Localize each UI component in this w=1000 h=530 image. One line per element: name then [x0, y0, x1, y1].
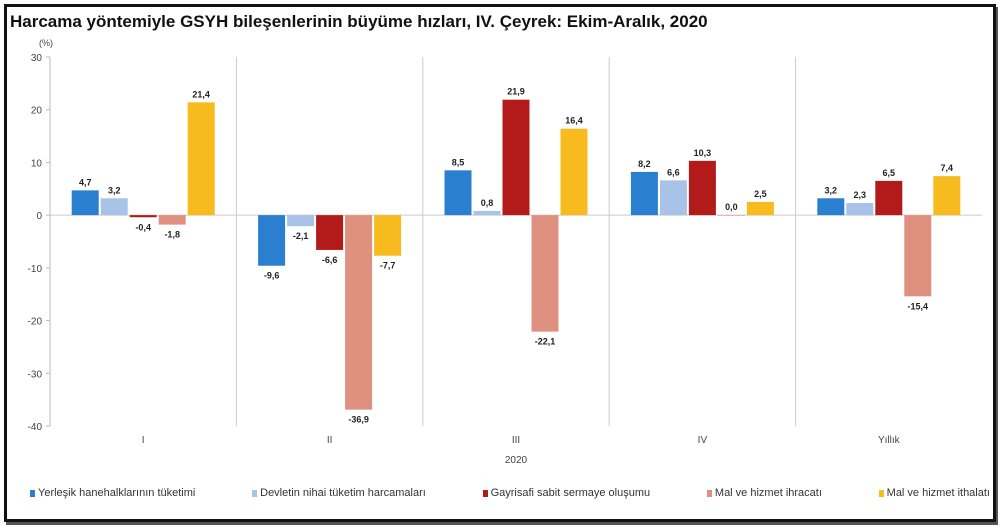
bar [287, 215, 315, 227]
legend-swatch [252, 489, 258, 497]
bar [71, 190, 99, 216]
data-label: 10,3 [694, 148, 712, 158]
data-label: 2,5 [754, 189, 767, 199]
legend-item: Mal ve hizmet ithalatı [878, 487, 990, 499]
data-label: -6,6 [322, 255, 338, 265]
x-tick-label: IV [698, 435, 708, 446]
data-label: 0,8 [481, 198, 494, 208]
y-tick-label: -30 [28, 369, 43, 380]
bar [345, 215, 373, 410]
data-label: -7,7 [380, 261, 396, 271]
data-label: 6,6 [667, 167, 680, 177]
legend-item: Mal ve hizmet ihracatı [706, 487, 822, 499]
bar [717, 215, 745, 216]
y-tick-label: 10 [31, 158, 43, 169]
data-label: 2,3 [854, 190, 867, 200]
bar [502, 99, 530, 216]
y-tick-label: -40 [28, 422, 43, 433]
legend-label: Devletin nihai tüketim harcamaları [260, 487, 426, 499]
y-tick-label: 0 [36, 211, 42, 222]
bar [374, 215, 402, 256]
legend-swatch [482, 489, 488, 497]
bar [100, 198, 128, 216]
legend-label: Gayrisafi sabit sermaye oluşumu [490, 487, 651, 499]
data-label: -15,4 [908, 301, 929, 311]
data-label: 7,4 [941, 163, 954, 173]
legend-label: Mal ve hizmet ihracatı [714, 487, 822, 499]
legend-item: Yerleşik hanehalklarının tüketimi [30, 487, 195, 499]
data-label: 8,5 [452, 157, 465, 167]
data-label: 3,2 [108, 185, 121, 195]
legend-item: Devletin nihai tüketim harcamaları [252, 487, 426, 499]
data-label: 0,0 [725, 202, 738, 212]
data-label: 21,4 [192, 89, 210, 99]
bar [904, 215, 932, 297]
x-tick-label: I [142, 435, 145, 446]
data-label: 6,5 [883, 168, 896, 178]
bar [630, 171, 658, 216]
x-tick-label: Yıllık [878, 435, 901, 446]
legend-swatch [30, 489, 35, 497]
bar [531, 215, 559, 332]
data-label: 16,4 [565, 116, 583, 126]
bar [258, 215, 286, 266]
bar [444, 170, 472, 216]
data-label: -2,1 [293, 231, 309, 241]
data-label: -1,8 [164, 230, 180, 240]
data-label: -0,4 [135, 222, 151, 232]
bar [659, 180, 687, 216]
bar [560, 128, 588, 216]
y-axis-label: (%) [39, 38, 53, 48]
bar [316, 215, 344, 250]
bar [933, 176, 961, 216]
data-label: 21,9 [507, 87, 525, 97]
data-label: -22,1 [535, 337, 556, 347]
data-label: -36,9 [348, 415, 369, 425]
bar [846, 203, 874, 216]
legend-label: Yerleşik hanehalklarının tüketimi [38, 487, 196, 499]
y-tick-label: -10 [28, 264, 43, 275]
bar [817, 198, 845, 216]
legend-label: Mal ve hizmet ithalatı [886, 487, 990, 499]
y-tick-label: -20 [28, 317, 43, 328]
data-label: -9,6 [264, 271, 280, 281]
bar [473, 210, 501, 216]
bar [187, 102, 215, 216]
legend-swatch [706, 489, 712, 497]
x-tick-label: II [327, 435, 333, 446]
chart-title: Harcama yöntemiyle GSYH bileşenlerinin b… [10, 12, 708, 31]
legend-item: Gayrisafi sabit sermaye oluşumu [482, 487, 651, 499]
legend: Yerleşik hanehalklarının tüketimi Devleti… [30, 487, 990, 499]
x-tick-label: III [512, 435, 520, 446]
data-label: 4,7 [79, 177, 92, 187]
data-label: 8,2 [638, 159, 651, 169]
y-tick-label: 30 [31, 53, 43, 64]
bar [158, 215, 186, 225]
chart-frame [4, 4, 996, 522]
bar [688, 160, 716, 216]
data-label: 3,2 [825, 185, 838, 195]
bar [875, 180, 903, 216]
bar [129, 215, 157, 218]
legend-swatch [878, 489, 884, 497]
x-axis-label: 2020 [505, 455, 528, 466]
bar [746, 201, 774, 216]
y-tick-label: 20 [31, 106, 43, 117]
